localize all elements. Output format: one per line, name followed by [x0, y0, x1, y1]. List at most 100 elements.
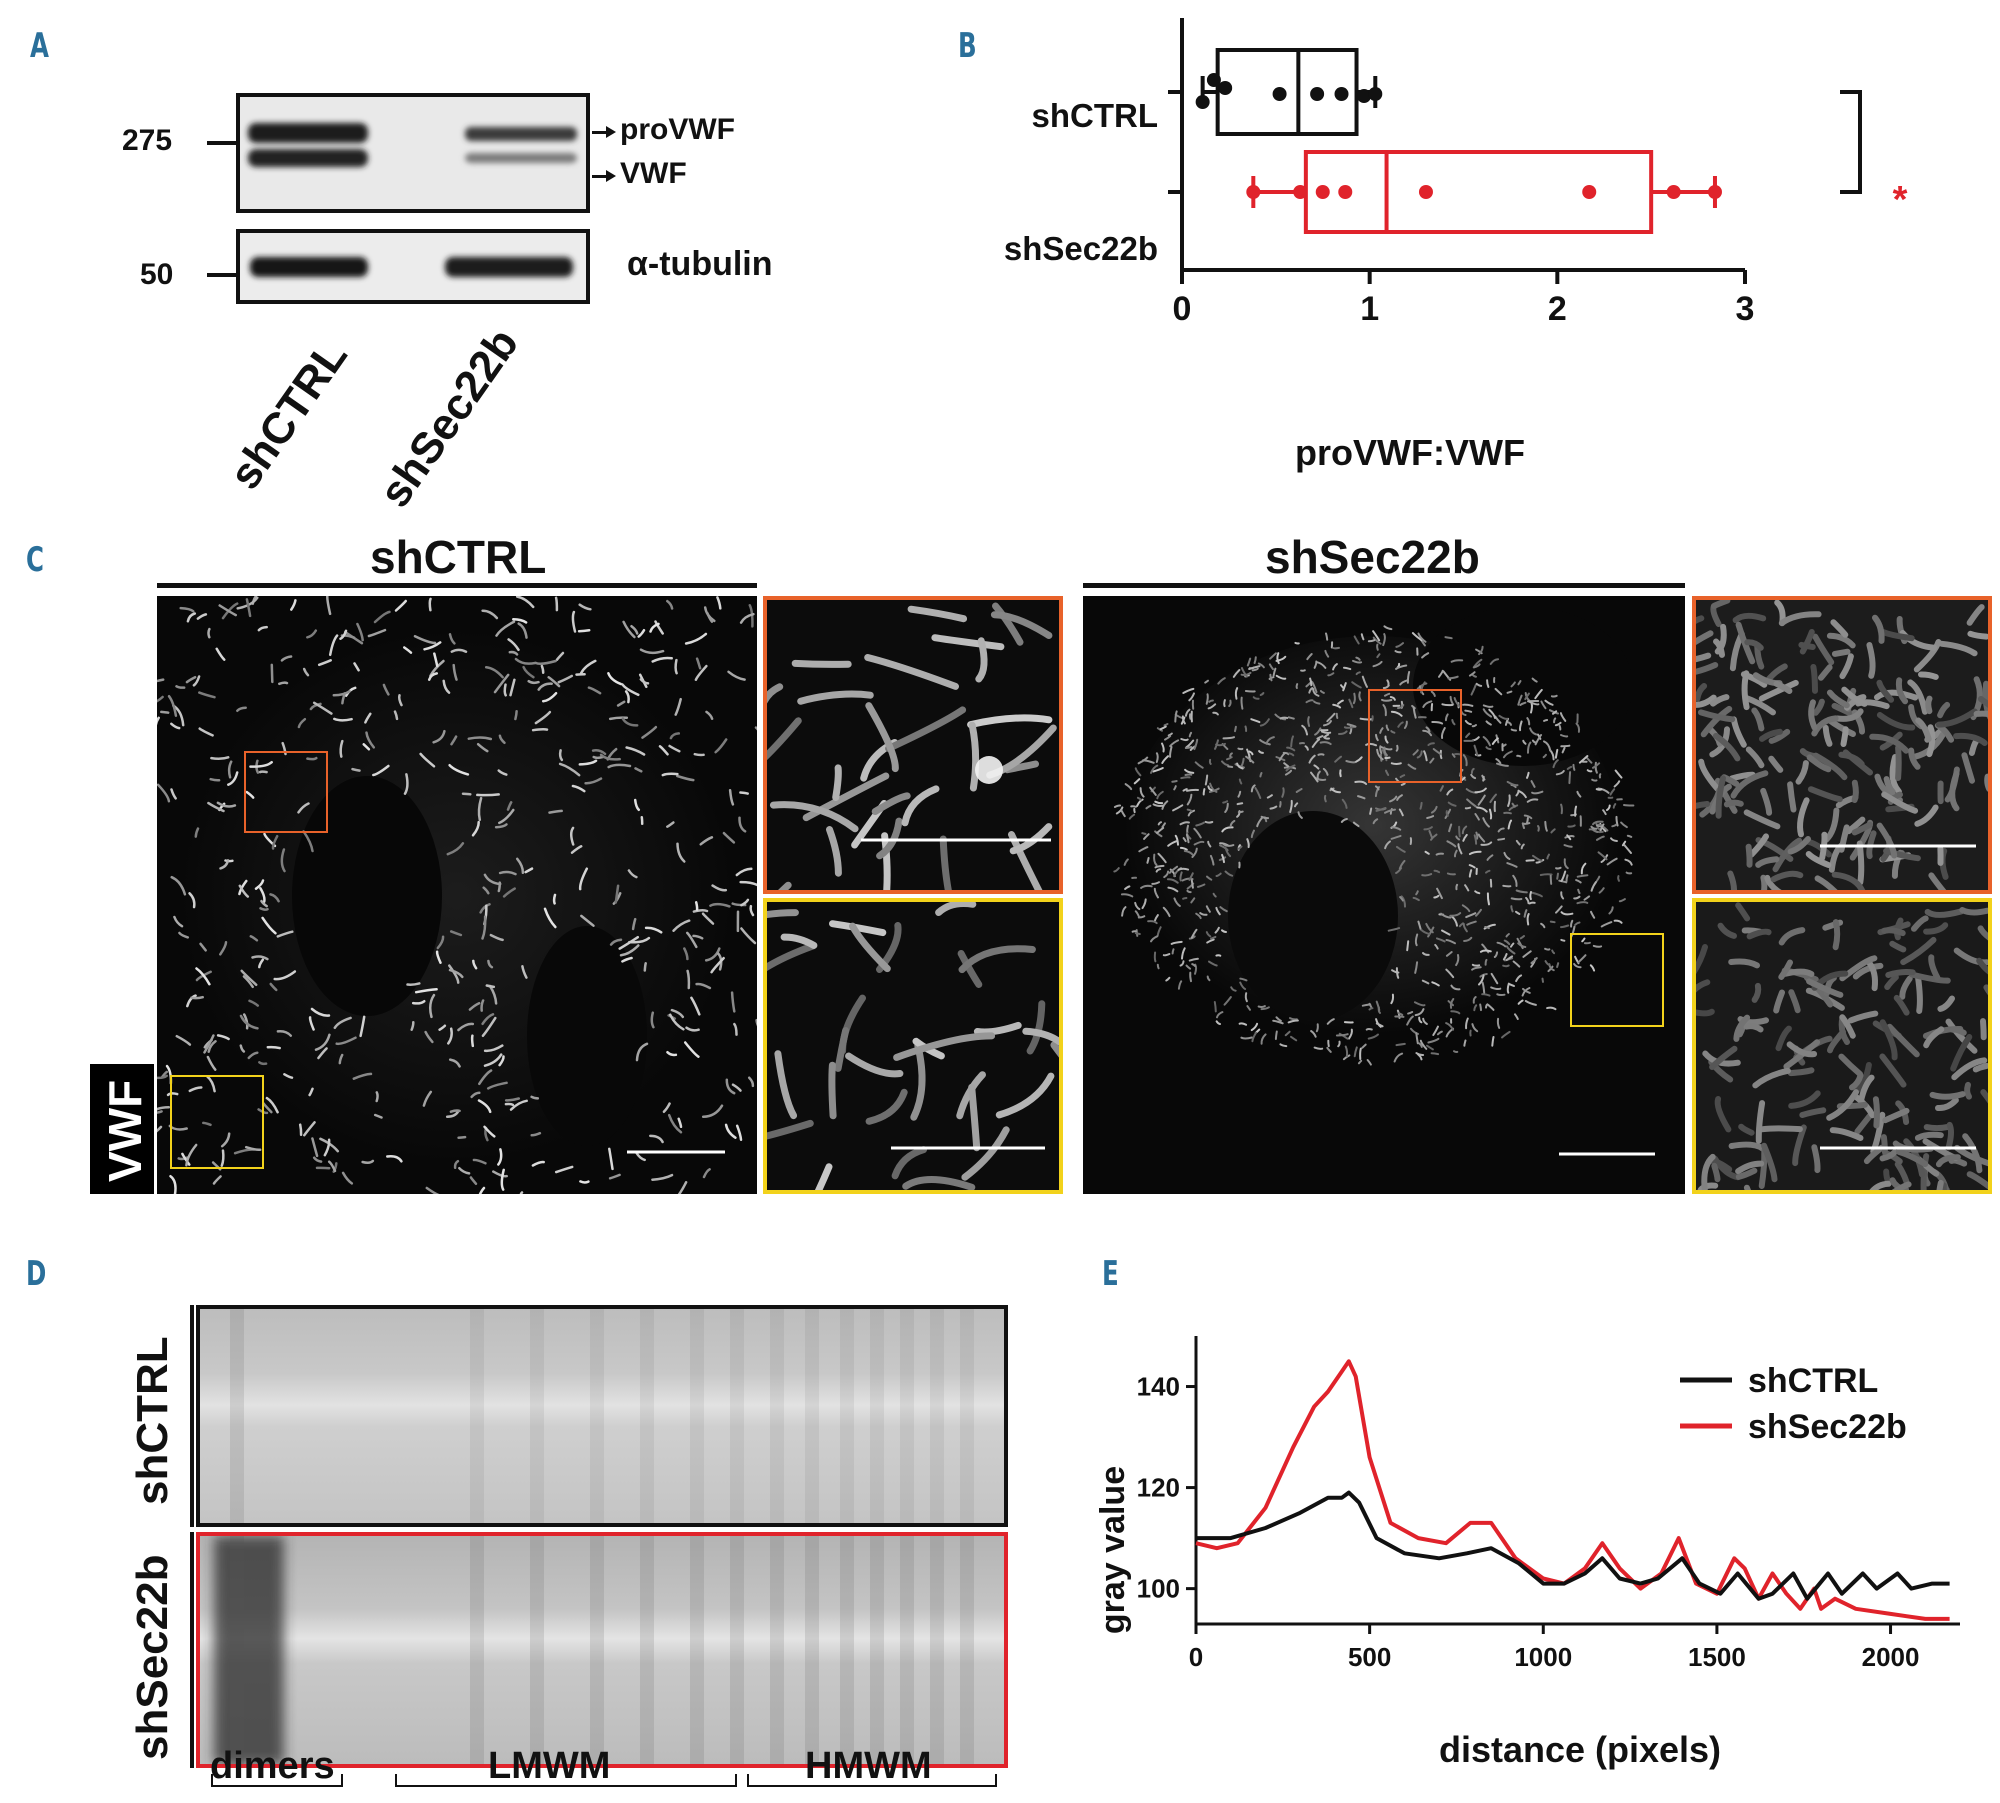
panel-b-point-shsec22b — [1338, 185, 1353, 199]
vwf-granule — [767, 1119, 814, 1140]
vwf-granule — [957, 950, 983, 988]
vwf-granule — [791, 659, 852, 668]
vwf-granule — [587, 686, 602, 695]
vwf-granule — [1167, 732, 1173, 737]
vwf-granule — [1259, 692, 1265, 696]
vwf-granule — [695, 657, 702, 670]
vwf-granule — [1212, 892, 1217, 898]
vwf-granule — [1893, 994, 1910, 1016]
vwf-granule — [262, 1102, 273, 1114]
vwf-granule — [157, 1106, 171, 1111]
vwf-granule — [1113, 867, 1120, 873]
vwf-granule — [1573, 895, 1581, 900]
vwf-granule — [245, 598, 252, 618]
vwf-granule — [514, 657, 537, 665]
vwf-granule — [1268, 663, 1274, 671]
vwf-granule — [185, 675, 197, 684]
vwf-granule — [1759, 1125, 1803, 1133]
vwf-granule — [188, 892, 196, 909]
vwf-granule — [339, 739, 344, 758]
vwf-granule — [865, 702, 899, 773]
vwf-granule — [1240, 1036, 1253, 1040]
vwf-granule — [406, 982, 421, 986]
vwf-granule — [1188, 731, 1193, 738]
vwf-granule — [1537, 825, 1540, 832]
vwf-granule — [530, 1131, 542, 1137]
vwf-granule — [1567, 824, 1576, 828]
vwf-granule — [891, 1146, 928, 1180]
vwf-granule — [1583, 895, 1591, 901]
vwf-granule — [1570, 919, 1574, 928]
vwf-granule — [1212, 711, 1219, 716]
vwf-granule — [1228, 699, 1232, 707]
vwf-granule — [1768, 728, 1791, 744]
vwf-granule — [1230, 986, 1237, 992]
panel-e-linechart: distance (pixels) gray value 0 500 1000 150… — [1094, 1336, 1960, 1770]
vwf-granule — [306, 756, 318, 761]
vwf-granule — [1812, 752, 1848, 781]
vwf-granule — [1572, 763, 1576, 771]
vwf-granule — [1543, 740, 1552, 752]
vwf-granule — [1468, 869, 1473, 878]
gel-band — [805, 1309, 819, 1523]
vwf-granule — [1361, 1043, 1367, 1049]
vwf-granule — [1194, 761, 1204, 769]
vwf-granule — [1208, 699, 1214, 703]
vwf-granule — [1429, 757, 1435, 764]
vwf-granule — [157, 716, 160, 726]
vwf-granule — [1450, 984, 1461, 991]
vwf-granule — [1269, 805, 1278, 810]
vwf-granule — [1163, 723, 1169, 727]
vwf-granule — [476, 793, 500, 797]
vwf-granule — [1411, 632, 1423, 642]
vwf-granule — [1422, 729, 1433, 737]
vwf-granule — [1900, 936, 1937, 966]
vwf-granule — [1945, 1121, 1954, 1151]
vwf-granule — [1760, 787, 1773, 816]
vwf-granule — [1549, 874, 1553, 885]
vwf-granule — [902, 1176, 976, 1190]
vwf-granule — [1238, 1022, 1248, 1026]
vwf-granule — [259, 887, 266, 903]
vwf-granule — [578, 759, 598, 766]
vwf-granule — [677, 1117, 683, 1129]
vwf-granule — [1399, 896, 1404, 902]
vwf-granule — [1544, 699, 1554, 706]
vwf-granule — [621, 683, 640, 697]
vwf-granule — [157, 783, 171, 803]
vwf-granule — [1384, 808, 1396, 814]
panel-b-significance: * — [1893, 179, 1908, 221]
panel-e-y-tick-label: 120 — [1137, 1473, 1180, 1503]
vwf-granule — [1527, 700, 1540, 706]
vwf-granule — [249, 935, 259, 942]
vwf-granule — [1884, 974, 1899, 990]
gel-band — [530, 1536, 544, 1764]
vwf-granule — [1595, 788, 1603, 791]
vwf-granule — [1319, 690, 1325, 694]
vwf-granule — [1775, 1025, 1792, 1052]
vwf-granule — [1738, 1123, 1755, 1136]
vwf-granule — [1710, 694, 1730, 707]
vwf-granule — [1186, 808, 1193, 812]
vwf-granule — [1345, 760, 1357, 764]
vwf-granule — [1417, 1053, 1423, 1061]
vwf-granule — [1858, 1074, 1875, 1104]
vwf-granule — [175, 685, 186, 689]
vwf-granule — [1229, 752, 1233, 758]
vwf-granule — [1152, 803, 1164, 808]
vwf-granule — [1323, 720, 1332, 727]
vwf-granule — [767, 942, 817, 972]
vwf-granule — [1510, 942, 1515, 948]
vwf-granule — [749, 904, 755, 917]
vwf-arrow-head — [606, 170, 616, 182]
vwf-granule — [1510, 897, 1523, 901]
vwf-granule — [727, 670, 746, 681]
vwf-granule — [1246, 657, 1252, 667]
vwf-granule — [1159, 725, 1167, 731]
vwf-granule — [1369, 807, 1373, 815]
vwf-granule — [436, 935, 445, 950]
vwf-granule — [1335, 712, 1339, 719]
vwf-granule — [1259, 772, 1263, 778]
vwf-granule — [1953, 732, 1988, 746]
vwf-granule — [1600, 921, 1613, 928]
